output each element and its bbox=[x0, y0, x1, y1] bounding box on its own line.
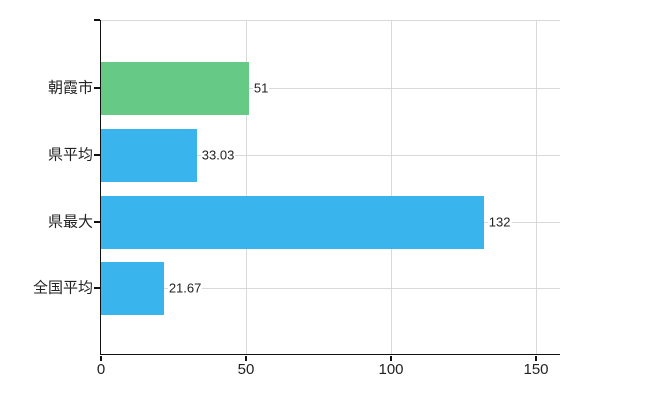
bar-value-label: 33.03 bbox=[200, 147, 236, 163]
x-axis-tick bbox=[535, 355, 537, 361]
y-axis-tick bbox=[94, 221, 100, 223]
category-label: 全国平均 bbox=[32, 279, 93, 297]
bar bbox=[101, 261, 164, 315]
bar-value-label: 51 bbox=[252, 80, 270, 96]
x-tick-label: 50 bbox=[237, 361, 255, 378]
bar bbox=[101, 195, 484, 249]
x-tick-label: 150 bbox=[523, 361, 549, 378]
x-tick-label: 100 bbox=[378, 361, 404, 378]
y-axis-top-tick bbox=[94, 19, 100, 21]
plot-area: 0 50 100 150 朝霞市 51 県平均 33.03 県最大 132 全国平均 21.67 bbox=[33, 19, 560, 377]
gridline-vertical bbox=[391, 20, 392, 354]
x-axis-tick bbox=[390, 355, 392, 361]
gridline-horizontal bbox=[101, 288, 560, 289]
y-axis-tick bbox=[94, 87, 100, 89]
bar bbox=[101, 61, 249, 115]
gridline-vertical bbox=[536, 20, 537, 354]
category-label: 県最大 bbox=[47, 213, 93, 231]
category-label: 朝霞市 bbox=[47, 79, 93, 97]
y-axis-tick bbox=[94, 287, 100, 289]
x-tick-label: 0 bbox=[96, 361, 106, 378]
plot-top-gridline bbox=[101, 20, 560, 21]
category-label: 県平均 bbox=[47, 146, 93, 164]
y-axis-tick bbox=[94, 154, 100, 156]
x-axis-tick bbox=[100, 355, 102, 361]
x-axis-tick bbox=[245, 355, 247, 361]
bar bbox=[101, 128, 197, 182]
gridline-horizontal bbox=[101, 88, 560, 89]
bar-value-label: 21.67 bbox=[167, 280, 203, 296]
gridline-vertical bbox=[246, 20, 247, 354]
gridline-horizontal bbox=[101, 155, 560, 156]
bar-value-label: 132 bbox=[487, 214, 512, 230]
